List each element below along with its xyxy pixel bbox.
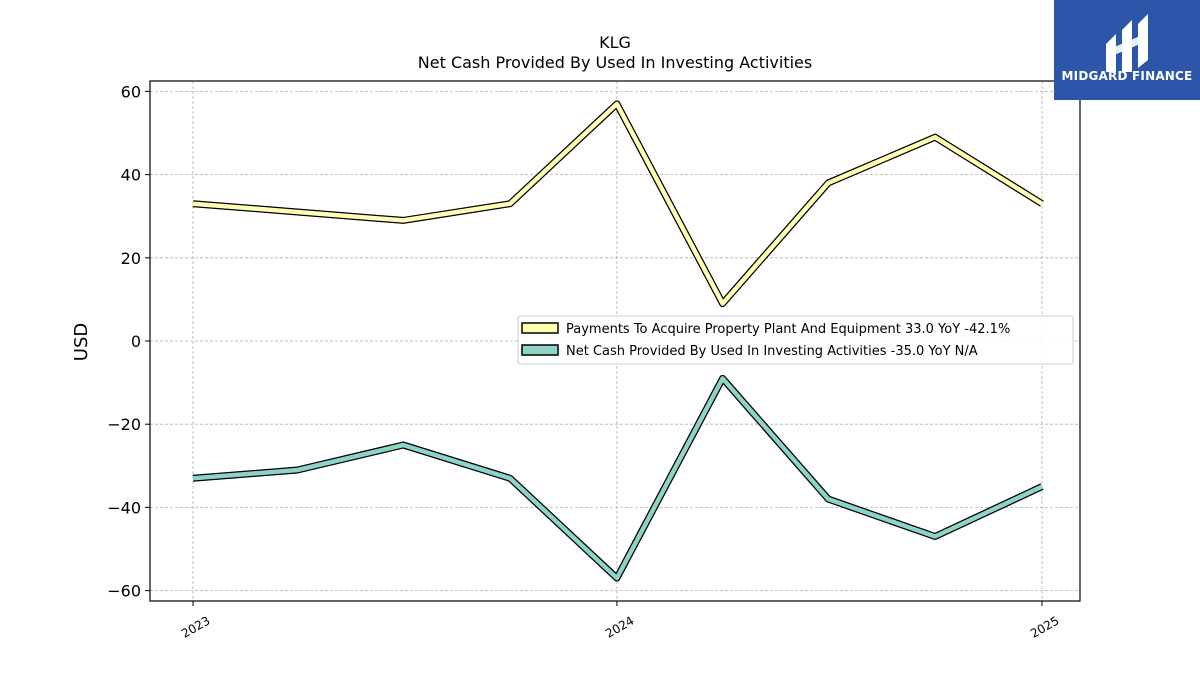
x-tick-label: 2023 <box>179 613 212 640</box>
series-outline <box>192 374 1044 582</box>
chart-subtitle: Net Cash Provided By Used In Investing A… <box>418 53 812 72</box>
midgard-finance-logo: MIDGARD FINANCE <box>1054 0 1200 100</box>
y-tick-label: −60 <box>107 582 141 601</box>
logo-text: MIDGARD FINANCE <box>1061 69 1193 83</box>
y-tick-label: −20 <box>107 415 141 434</box>
series-outline <box>192 100 1044 308</box>
legend-box <box>517 315 1074 365</box>
y-tick-label: 20 <box>121 249 141 268</box>
series-layer <box>192 100 1044 582</box>
legend: Payments To Acquire Property Plant And E… <box>517 315 1074 365</box>
chart-title: KLG <box>599 33 631 52</box>
y-tick-label: 0 <box>131 332 141 351</box>
y-axis-label: USD <box>71 323 92 361</box>
y-tick-label: −40 <box>107 498 141 517</box>
grid-layer <box>150 81 1080 601</box>
series-line-net-cash-investing <box>192 376 1043 581</box>
legend-label: Net Cash Provided By Used In Investing A… <box>566 344 978 359</box>
midgard-logo-icon <box>1106 14 1148 72</box>
y-tick-label: 60 <box>121 82 141 101</box>
x-tick-label: 2024 <box>603 613 636 640</box>
legend-swatch <box>521 344 559 356</box>
series-line-payments-ppe <box>192 101 1044 306</box>
legend-swatch <box>521 322 559 334</box>
y-tick-label: 40 <box>121 166 141 185</box>
legend-label: Payments To Acquire Property Plant And E… <box>566 322 1010 337</box>
x-tick-label: 2025 <box>1028 613 1061 640</box>
